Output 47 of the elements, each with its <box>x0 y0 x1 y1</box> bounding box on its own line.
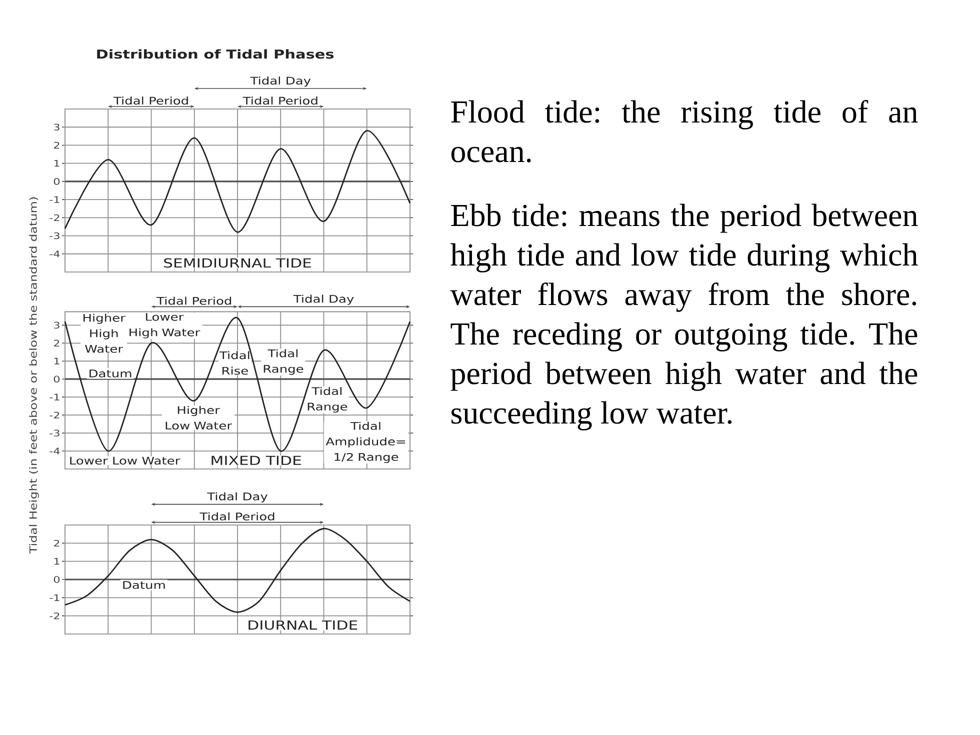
y-tick-label: -2 <box>50 412 60 418</box>
annotation: Tidal Amplidude= 1/2 Range <box>326 422 405 463</box>
text: Flood tide: the rising tide of an ocean. <box>451 100 918 162</box>
ref-line-label: Datum <box>123 581 165 589</box>
y-tick-label: -3 <box>50 430 60 436</box>
annotation: DIURNAL TIDE <box>248 620 358 630</box>
text: Tidal Day <box>250 76 311 87</box>
y-tick-label: 2 <box>54 340 60 346</box>
y-tick-label: 3 <box>54 322 60 329</box>
y-tick-label: -2 <box>50 612 60 620</box>
y-tick-label: 2 <box>54 540 60 547</box>
annotation: Tidal Range <box>308 386 348 413</box>
y-tick-label: -1 <box>50 196 60 203</box>
y-axis-title: Tidal Height (in feet above or below the standard datum) <box>29 197 39 554</box>
y-tick-label: 0 <box>54 178 60 185</box>
y-tick-label: -1 <box>50 394 60 400</box>
text: Tidal Day <box>207 492 268 502</box>
y-tick-label: 0 <box>54 376 60 383</box>
text: Tidal Period <box>200 512 274 520</box>
y-tick-label: 1 <box>54 160 60 167</box>
y-tick-label: -4 <box>50 448 60 454</box>
text: Tidal Period <box>242 96 318 105</box>
text: Ebb tide: means the period between high tide and low tide during which water flows away from the shore. The receding or outgoing tide. The period between high water and the succeeding low water. <box>450 204 918 430</box>
annotation: Tidal Range <box>264 349 304 375</box>
y-tick-label: -2 <box>50 214 60 222</box>
y-tick-label: 3 <box>54 124 60 131</box>
annotation: MIXED TIDE <box>212 456 301 465</box>
y-tick-label: -4 <box>50 250 60 258</box>
y-tick-label: -1 <box>50 594 60 601</box>
annotation: Higher Low Water <box>166 406 232 430</box>
text: Tidal Period <box>156 296 232 305</box>
y-tick-label: 1 <box>54 558 60 565</box>
annotation: Lower High Water <box>130 313 200 338</box>
y-tick-label: -3 <box>50 232 60 240</box>
text: Tidal Period <box>113 96 188 105</box>
annotation: Tidal Rise <box>219 351 250 375</box>
chart-title: Distribution of Tidal Phases <box>97 49 334 59</box>
line-series <box>64 130 411 233</box>
ref-line-label: Datum <box>90 370 132 378</box>
annotation: Higher High Water <box>83 314 126 353</box>
y-tick-label: 0 <box>54 576 60 583</box>
annotation: SEMIDIURNAL TIDE <box>164 258 311 268</box>
y-tick-label: 2 <box>54 142 60 149</box>
annotation: Lower Low Water <box>70 456 180 465</box>
line-series <box>64 528 411 613</box>
text: Tidal Day <box>293 294 354 305</box>
y-tick-label: 1 <box>54 358 60 364</box>
